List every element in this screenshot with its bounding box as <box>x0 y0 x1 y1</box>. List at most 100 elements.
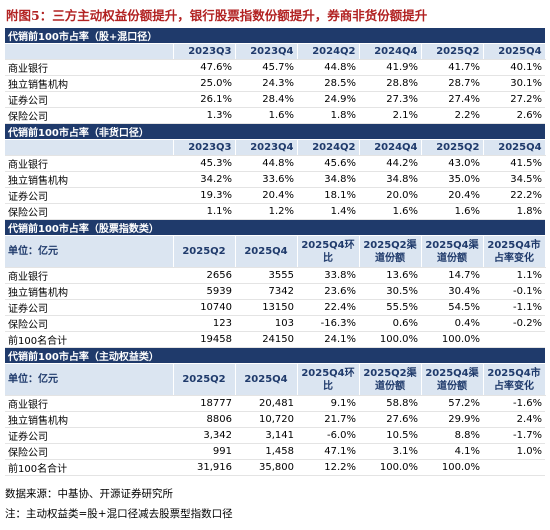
row-label: 保险公司 <box>5 203 173 220</box>
cell: 1.8% <box>297 107 359 124</box>
row-label: 独立销售机构 <box>5 411 173 428</box>
column-header: 2025Q2渠道份额 <box>359 235 422 268</box>
cell: -1.6% <box>483 395 546 412</box>
column-header: 2023Q4 <box>235 139 298 156</box>
table-body: 代销前100市占率（股+混口径） 2023Q3 2023Q4 2024Q2 2024Q4… <box>5 28 546 476</box>
column-header: 2023Q3 <box>173 43 236 60</box>
cell: 3.1% <box>359 443 421 460</box>
cell: 13150 <box>235 299 297 316</box>
cell: 24150 <box>235 331 297 348</box>
data-row: 证券公司 10740 13150 22.4% 55.5% 54.5% -1.1% <box>5 299 546 316</box>
cell: 20.0% <box>359 187 421 204</box>
cell: 0.6% <box>359 315 421 332</box>
cell: 103 <box>235 315 297 332</box>
data-row: 证券公司 26.1% 28.4% 24.9% 27.3% 27.4% 27.2% <box>5 91 546 108</box>
row-label: 商业银行 <box>5 59 173 76</box>
data-row: 前100名合计 31,916 35,800 12.2% 100.0% 100.0% <box>5 459 546 476</box>
cell: 25.0% <box>173 75 235 92</box>
cell: 22.4% <box>297 299 359 316</box>
cell: 34.8% <box>297 171 359 188</box>
cell: 19458 <box>173 331 235 348</box>
cell: 19.3% <box>173 187 235 204</box>
column-header: 2025Q4市占率变化 <box>483 235 546 268</box>
cell: 1,458 <box>235 443 297 460</box>
cell: 27.2% <box>483 91 546 108</box>
row-label: 商业银行 <box>5 267 173 284</box>
column-header: 2025Q4渠道份额 <box>421 235 484 268</box>
cell: 8.8% <box>421 427 483 444</box>
column-header: 2025Q2 <box>173 363 236 396</box>
row-label: 独立销售机构 <box>5 283 173 300</box>
cell: 58.8% <box>359 395 421 412</box>
row-label: 独立销售机构 <box>5 171 173 188</box>
column-header: 2025Q4渠道份额 <box>421 363 484 396</box>
cell: 1.3% <box>173 107 235 124</box>
row-label: 独立销售机构 <box>5 75 173 92</box>
cell: -0.2% <box>483 315 546 332</box>
row-label: 证券公司 <box>5 299 173 316</box>
notes: 数据来源：中基协、开源证券研究所 注：主动权益类=股+混口径减去股票型指数口径 <box>5 484 233 524</box>
cell: 2656 <box>173 267 235 284</box>
data-row: 保险公司 123 103 -16.3% 0.6% 0.4% -0.2% <box>5 315 546 332</box>
cell: 100.0% <box>421 331 483 348</box>
cell: 2.6% <box>483 107 546 124</box>
column-header: 2025Q2 <box>173 235 236 268</box>
cell: 23.6% <box>297 283 359 300</box>
cell: 45.7% <box>235 59 297 76</box>
data-row: 独立销售机构 34.2% 33.6% 34.8% 34.8% 35.0% 34.5% <box>5 171 546 188</box>
cell: 45.6% <box>297 155 359 172</box>
cell: 20,481 <box>235 395 297 412</box>
cell: -6.0% <box>297 427 359 444</box>
unit-label: 单位：亿元 <box>5 363 174 396</box>
cell: 2.1% <box>359 107 421 124</box>
cell: 18.1% <box>297 187 359 204</box>
data-row: 证券公司 19.3% 20.4% 18.1% 20.0% 20.4% 22.2% <box>5 187 546 204</box>
column-header: 2025Q2 <box>421 139 484 156</box>
cell: 1.6% <box>421 203 483 220</box>
section-title-row: 代销前100市占率（股+混口径） <box>5 28 546 44</box>
cell: 44.2% <box>359 155 421 172</box>
column-header: 2023Q3 <box>173 139 236 156</box>
cell: 1.4% <box>297 203 359 220</box>
cell: 4.1% <box>421 443 483 460</box>
column-header: 2025Q4环比 <box>297 363 360 396</box>
cell: 41.9% <box>359 59 421 76</box>
column-header: 2024Q2 <box>297 139 360 156</box>
cell: 14.7% <box>421 267 483 284</box>
section-title: 代销前100市占率（股+混口径） <box>5 28 546 44</box>
data-row: 保险公司 1.1% 1.2% 1.4% 1.6% 1.6% 1.8% <box>5 203 546 220</box>
cell: 54.5% <box>421 299 483 316</box>
cell: 44.8% <box>297 59 359 76</box>
cell: 40.1% <box>483 59 546 76</box>
cell: 33.6% <box>235 171 297 188</box>
data-row: 独立销售机构 8806 10,720 21.7% 27.6% 29.9% 2.4% <box>5 411 546 428</box>
cell: 35.0% <box>421 171 483 188</box>
column-header: 2025Q4 <box>483 43 546 60</box>
cell: 0.4% <box>421 315 483 332</box>
cell: 1.0% <box>483 443 546 460</box>
cell: 41.5% <box>483 155 546 172</box>
cell: -1.7% <box>483 427 546 444</box>
cell: 24.1% <box>297 331 359 348</box>
cell: 1.6% <box>235 107 297 124</box>
cell: 7342 <box>235 283 297 300</box>
column-header: 2025Q4 <box>483 139 546 156</box>
cell: 3,141 <box>235 427 297 444</box>
data-row: 商业银行 45.3% 44.8% 45.6% 44.2% 43.0% 41.5% <box>5 155 546 172</box>
section-title-row: 代销前100市占率（股票指数类） <box>5 219 546 236</box>
cell: 22.2% <box>483 187 546 204</box>
cell: 100.0% <box>421 459 483 476</box>
column-header: 2025Q4 <box>235 363 298 396</box>
note: 注：主动权益类=股+混口径减去股票型指数口径 <box>5 508 233 520</box>
cell: 33.8% <box>297 267 359 284</box>
cell: 2.2% <box>421 107 483 124</box>
column-header: 2025Q4市占率变化 <box>483 363 546 396</box>
row-label: 证券公司 <box>5 91 173 108</box>
cell: 5939 <box>173 283 235 300</box>
cell: 28.4% <box>235 91 297 108</box>
data-row: 证券公司 3,342 3,141 -6.0% 10.5% 8.8% -1.7% <box>5 427 546 444</box>
row-label: 商业银行 <box>5 155 173 172</box>
column-header: 2024Q4 <box>359 139 422 156</box>
cell: 991 <box>173 443 235 460</box>
